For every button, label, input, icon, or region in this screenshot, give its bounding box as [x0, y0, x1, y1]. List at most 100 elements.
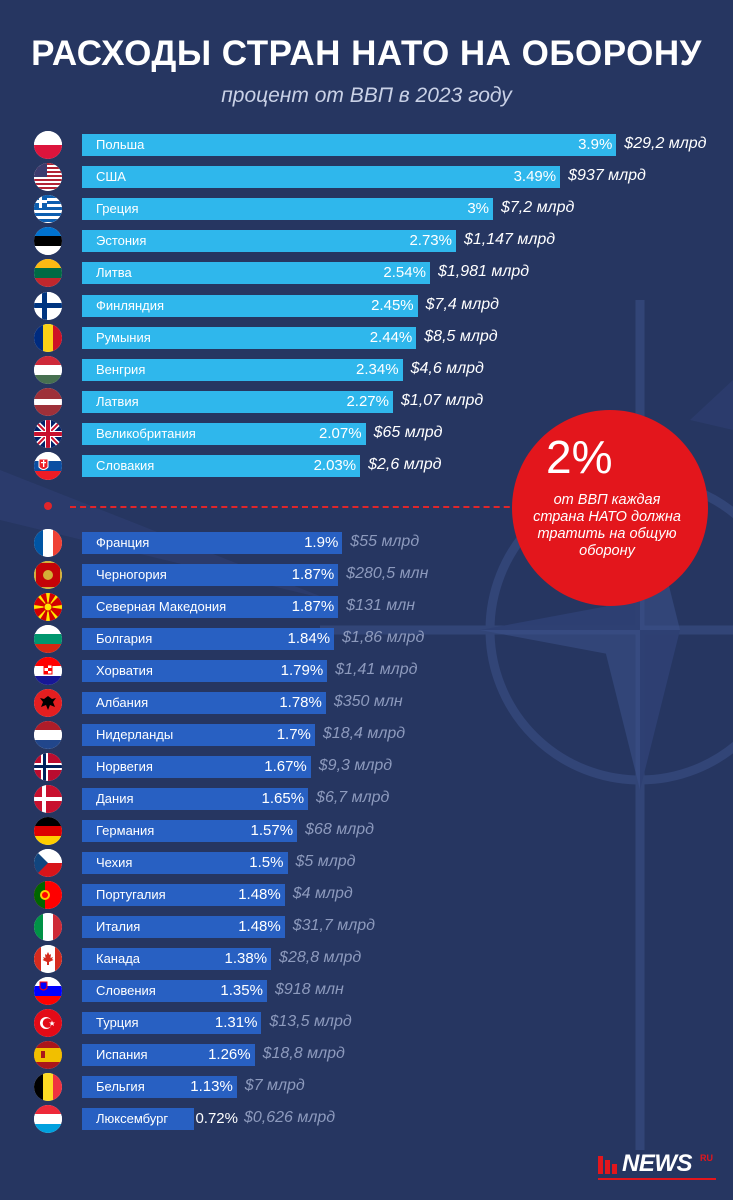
norway-flag-icon — [34, 753, 62, 781]
spending-amount-label: $1,41 млрд — [335, 661, 418, 678]
value-label: 2.27% — [346, 392, 389, 410]
spending-amount-label: $8,5 млрд — [424, 327, 498, 345]
value-label: 1.48% — [238, 918, 281, 935]
value-label: 1.65% — [261, 790, 305, 807]
chart-bar — [82, 422, 366, 445]
spending-amount-label: $1,147 млрд — [464, 231, 556, 249]
value-label: 3.9% — [578, 136, 613, 153]
spending-amount-label: $4 млрд — [292, 885, 353, 902]
france-flag-icon — [34, 529, 62, 557]
portugal-flag-icon — [34, 881, 62, 909]
bulgaria-flag-icon — [34, 625, 62, 653]
chart-row: Латвия 2.27% $1,07 млрд — [0, 387, 733, 416]
netherlands-flag-icon — [34, 721, 62, 749]
chart-bar — [82, 326, 417, 349]
value-label: 1.57% — [250, 822, 294, 839]
country-label: Польша — [96, 137, 145, 152]
chart-bar — [82, 884, 285, 906]
value-label: 1.7% — [276, 726, 311, 743]
country-label: Норвегия — [96, 759, 153, 774]
chart-bar — [82, 916, 285, 938]
value-label: 1.87% — [291, 598, 335, 615]
spending-amount-label: $18,8 млрд — [262, 1045, 345, 1062]
threshold-marker-dot — [44, 502, 52, 510]
spending-amount-label: $31,7 млрд — [292, 917, 375, 934]
threshold-callout: 2% от ВВП каждая страна НАТО должна трат… — [512, 410, 708, 606]
chart-row: Болгария 1.84% $1,86 млрд — [0, 625, 733, 653]
country-label: Словения — [96, 983, 156, 998]
logo-text: NEWS — [622, 1150, 693, 1177]
logo-suffix: RU — [700, 1153, 713, 1163]
spending-amount-label: $6,7 млрд — [316, 789, 390, 806]
value-label: 1.67% — [264, 758, 307, 775]
logo-mark-icon — [598, 1156, 617, 1174]
country-label: Венгрия — [96, 361, 146, 377]
news-ru-logo: NEWS RU — [598, 1150, 718, 1180]
chart-bar — [82, 564, 339, 586]
chart-bar — [82, 198, 493, 221]
chart-bar — [82, 948, 272, 970]
spending-amount-label: $28,8 млрд — [279, 949, 362, 966]
country-label: Португалия — [96, 887, 166, 902]
finland-flag-icon — [34, 291, 62, 320]
usa-flag-icon — [34, 163, 62, 192]
country-label: Дания — [96, 791, 134, 806]
chart-bar — [82, 628, 335, 650]
poland-flag-icon — [34, 131, 62, 159]
value-label: 1.38% — [224, 950, 268, 967]
value-label: 2.07% — [319, 424, 362, 442]
chart-bar — [82, 1108, 194, 1130]
chart-bar — [82, 820, 298, 842]
spending-amount-label: $918 млн — [274, 981, 344, 998]
luxembourg-flag-icon — [34, 1105, 62, 1133]
chart-row: США 3.49% $937 млрд — [0, 163, 733, 192]
spending-amount-label: $7,2 млрд — [501, 199, 575, 217]
spending-amount-label: $29,2 млрд — [624, 135, 707, 152]
denmark-flag-icon — [34, 785, 62, 813]
spending-amount-label: $65 млрд — [373, 423, 443, 441]
chart-row: Северная Македония 1.87% $131 млн — [0, 593, 733, 621]
country-label: Болгария — [96, 631, 153, 646]
chart-bar — [82, 390, 393, 413]
value-label: 2.54% — [383, 264, 426, 282]
montenegro-flag-icon — [34, 561, 62, 589]
chart-bar — [82, 692, 326, 714]
country-label: Словакия — [96, 458, 155, 473]
chart-bar — [82, 1012, 262, 1034]
country-label: Греция — [96, 201, 139, 217]
north-macedonia-flag-icon — [34, 593, 62, 621]
hungary-flag-icon — [34, 355, 62, 384]
slovenia-flag-icon — [34, 977, 62, 1005]
spending-amount-label: $280,5 млн — [346, 565, 429, 582]
threshold-callout-text: от ВВП каждая страна НАТО должна тратить… — [533, 492, 681, 559]
chart-row: Канада 1.38% $28,8 млрд — [0, 945, 733, 973]
country-label: Великобритания — [96, 425, 196, 441]
country-label: Эстония — [96, 233, 147, 249]
country-label: Италия — [96, 919, 141, 934]
croatia-flag-icon — [34, 657, 62, 685]
spending-amount-label: $7 млрд — [244, 1077, 305, 1094]
chart-row: Испания 1.26% $18,8 млрд — [0, 1041, 733, 1069]
italy-flag-icon — [34, 913, 62, 941]
country-label: Хорватия — [96, 663, 153, 678]
spending-amount-label: $1,981 млрд — [437, 263, 530, 281]
chart-bar — [82, 852, 288, 874]
chart-bar — [82, 358, 403, 381]
spending-amount-label: $0,626 млрд — [244, 1109, 336, 1126]
spending-amount-label: $18,4 млрд — [322, 725, 406, 742]
country-label: Люксембург — [96, 1111, 169, 1126]
chart-row: Турция 1.31% $13,5 млрд — [0, 1009, 733, 1037]
chart-row: Франция 1.9% $55 млрд — [0, 529, 733, 557]
chart-row: Люксембург 0.72% $0,626 млрд — [0, 1105, 733, 1133]
spending-amount-label: $937 млрд — [568, 167, 646, 185]
chart-row: Словения 1.35% $918 млн — [0, 977, 733, 1005]
chart-row: Черногория 1.87% $280,5 млн — [0, 561, 733, 589]
country-label: Германия — [96, 823, 155, 838]
belgium-flag-icon — [34, 1073, 62, 1101]
spending-amount-label: $350 млн — [333, 693, 403, 710]
spending-amount-label: $5 млрд — [295, 853, 356, 870]
country-label: Бельгия — [96, 1079, 145, 1094]
value-label: 1.9% — [304, 534, 339, 551]
value-label: 2.45% — [371, 296, 414, 314]
chart-row: Румыния 2.44% $8,5 млрд — [0, 323, 733, 352]
